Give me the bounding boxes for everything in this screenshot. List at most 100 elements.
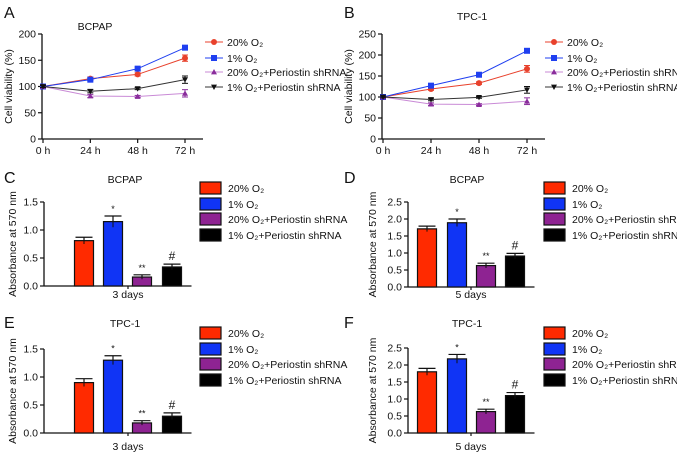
legend-swatch [543, 212, 566, 226]
series-0 [380, 65, 530, 100]
y-tick-label: 2.0 [387, 214, 402, 226]
y-axis-label: Cell viability (%) [3, 49, 15, 124]
legend-label: 1% O₂ [227, 53, 257, 65]
marker-triangle-up [428, 101, 434, 107]
legend-swatch [199, 212, 222, 226]
marker-circle [134, 71, 141, 78]
y-tick-label: 1.5 [23, 197, 38, 209]
x-tick-label: 72 h [175, 145, 196, 157]
legend-label: 1% O₂ [228, 344, 258, 356]
bar [102, 359, 124, 434]
marker-triangle-down [428, 97, 434, 103]
marker-square [524, 47, 530, 54]
y-axis-label: Cell viability (%) [343, 49, 355, 124]
marker-triangle-down [211, 84, 217, 90]
legend-swatch [199, 326, 222, 340]
chart-title: TPC-1 [457, 11, 487, 23]
x-tick-label: 24 h [80, 145, 101, 157]
y-tick-label: 50 [24, 107, 36, 119]
y-tick-label: 0.5 [387, 265, 402, 277]
marker-triangle-down [40, 84, 46, 90]
significance-mark: # [169, 398, 176, 412]
legend-swatch [543, 228, 566, 242]
y-tick-label: 2.5 [387, 197, 402, 209]
legend-label: 20% O₂+Periostin shRNA [572, 359, 677, 371]
marker-square [87, 76, 94, 83]
y-tick-label: 1.0 [23, 225, 38, 237]
legend-label: 1% O₂+Periostin shRNA [567, 82, 677, 94]
marker-square [428, 82, 434, 89]
legend-label: 1% O₂ [567, 53, 597, 65]
series-line [382, 68, 528, 98]
legend-swatch [199, 357, 222, 371]
y-tick-label: 0.0 [387, 428, 402, 440]
x-category-label: 3 days [113, 441, 144, 453]
panel-d: D BCPAP 0.0 0.5 1.0 1.5 2.0 2.5 Absorbance at 57… [344, 170, 677, 301]
y-tick-label: 0.5 [23, 400, 38, 412]
significance-mark: ** [482, 251, 490, 261]
significance-mark: ** [138, 263, 146, 273]
y-tick-label: 250 [358, 29, 376, 41]
y-tick-label: 1.0 [23, 372, 38, 384]
bar [73, 382, 95, 434]
series-3 [40, 75, 188, 95]
x-category-label: 5 days [456, 441, 487, 453]
marker-triangle-down [476, 95, 482, 101]
marker-triangle-down [551, 84, 557, 90]
marker-square [476, 71, 482, 78]
legend-swatch [199, 342, 222, 356]
y-tick-label: 150 [18, 55, 36, 67]
panel-f: F TPC-1 0.0 0.5 1.0 1.5 2.0 2.5 Absorbance at 57… [344, 315, 677, 453]
y-axis-label: Absorbance at 570 nm [7, 338, 19, 444]
marker-triangle-up [476, 101, 482, 107]
y-tick-label: 1.5 [387, 377, 402, 389]
x-category-label: 5 days [456, 289, 487, 301]
legend-label: 20% O₂+Periostin shRNA [567, 67, 677, 79]
legend-swatch [543, 373, 566, 387]
y-tick-label: 0.0 [387, 282, 402, 294]
series-line [42, 79, 186, 92]
marker-triangle-up [134, 93, 141, 99]
series-line [42, 86, 186, 97]
y-tick-label: 2.5 [387, 343, 402, 355]
legend-label: 20% O₂+Periostin shRNA [572, 214, 677, 226]
marker-circle [524, 65, 530, 72]
bar [475, 410, 497, 434]
x-tick-label: 24 h [421, 145, 442, 157]
series-1 [40, 44, 188, 90]
series-1 [380, 47, 530, 100]
chart-title: BCPAP [78, 21, 113, 33]
marker-circle [476, 80, 482, 87]
series-line [42, 57, 186, 87]
bar [446, 222, 468, 288]
legend-label: 20% O₂+Periostin shRNA [227, 67, 346, 79]
legend-swatch [199, 373, 222, 387]
series-line [382, 89, 528, 101]
legend-label: 20% O₂ [572, 183, 608, 195]
y-tick-label: 0 [370, 134, 376, 146]
panel-letter: E [4, 315, 15, 332]
significance-mark: * [455, 342, 459, 352]
bar [161, 266, 183, 287]
legend-swatch [199, 181, 222, 195]
marker-circle [211, 39, 217, 45]
marker-square [182, 44, 188, 51]
marker-square [134, 65, 141, 72]
series-line [42, 47, 186, 87]
legend-label: 20% O₂ [572, 328, 608, 340]
y-axis-label: Absorbance at 570 nm [367, 337, 379, 443]
chart-title: BCPAP [108, 174, 143, 186]
y-tick-label: 200 [18, 29, 36, 41]
marker-square [551, 55, 557, 61]
series-3 [380, 86, 530, 103]
bar [504, 395, 526, 434]
marker-triangle-up [524, 98, 530, 104]
marker-triangle-down [134, 86, 141, 92]
legend-label: 1% O₂+Periostin shRNA [227, 82, 341, 94]
chart-title: TPC-1 [452, 318, 482, 330]
marker-triangle-up [211, 69, 217, 75]
legend-label: 20% O₂+Periostin shRNA [228, 359, 347, 371]
